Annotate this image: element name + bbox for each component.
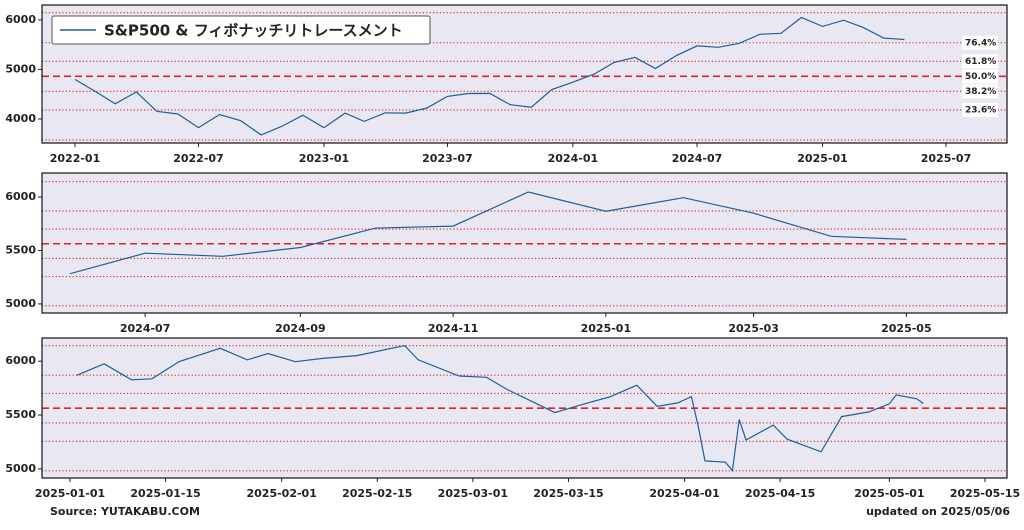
x-tick-label: 2024-07 — [120, 322, 171, 335]
level-label-bg — [962, 35, 998, 50]
level-label: 76.4% — [965, 38, 996, 48]
price-line — [69, 191, 907, 275]
x-tick-label: 2022-01 — [50, 152, 101, 165]
level-label: 50.0% — [965, 72, 996, 82]
level-label: 61.8% — [965, 57, 996, 67]
y-tick-label: 5000 — [5, 62, 36, 75]
x-tick-label: 2025-03 — [728, 322, 779, 335]
x-tick-label: 2025-04-01 — [649, 487, 719, 500]
legend-box — [51, 15, 431, 45]
source: Source: YUTAKABU.COM — [50, 505, 200, 518]
x-tick-label: 2025-02-01 — [246, 487, 316, 500]
x-tick-label: 2025-01-15 — [130, 487, 200, 500]
frame — [41, 172, 1008, 314]
legend-label: S&P500 & フィボナッチリトレースメント — [104, 22, 403, 40]
x-tick-label: 2025-01 — [581, 322, 632, 335]
x-tick-label: 2025-05 — [881, 322, 932, 335]
y-tick-label: 6000 — [5, 190, 36, 203]
y-tick-label: 4000 — [5, 112, 36, 125]
level-label-bg — [962, 54, 998, 69]
updated: updated on 2025/05/06 — [866, 505, 1010, 518]
y-tick-label: 6000 — [5, 354, 36, 367]
x-tick-label: 2023-01 — [299, 152, 350, 165]
y-tick-label: 5000 — [5, 297, 36, 310]
x-tick-label: 2025-07 — [921, 152, 972, 165]
level-label-bg — [962, 102, 998, 117]
level-label-bg — [962, 69, 998, 84]
x-tick-label: 2024-01 — [548, 152, 599, 165]
x-tick-label: 2025-03-01 — [438, 487, 508, 500]
x-tick-label: 2025-04-15 — [745, 487, 815, 500]
y-tick-label: 5500 — [5, 408, 36, 421]
level-label: 23.6% — [965, 105, 996, 115]
price-line — [76, 344, 924, 473]
x-tick-label: 2025-02-15 — [342, 487, 412, 500]
y-tick-label: 5500 — [5, 243, 36, 256]
x-tick-label: 2023-07 — [422, 152, 473, 165]
x-tick-label: 2024-07 — [672, 152, 723, 165]
y-tick-label: 5000 — [5, 462, 36, 475]
level-label: 38.2% — [965, 87, 996, 97]
x-tick-label: 2024-09 — [275, 322, 326, 335]
x-tick-label: 2025-03-15 — [533, 487, 603, 500]
frame — [41, 337, 1008, 479]
x-tick-label: 2025-05-15 — [950, 487, 1020, 500]
x-tick-label: 2025-05-01 — [854, 487, 924, 500]
y-tick-label: 6000 — [5, 13, 36, 26]
x-tick-label: 2024-11 — [428, 322, 479, 335]
frame — [41, 4, 1008, 144]
level-label-bg — [962, 84, 998, 99]
x-tick-label: 2025-01 — [797, 152, 848, 165]
x-tick-label: 2025-01-01 — [35, 487, 105, 500]
price-line — [74, 16, 905, 136]
x-tick-label: 2022-07 — [173, 152, 224, 165]
